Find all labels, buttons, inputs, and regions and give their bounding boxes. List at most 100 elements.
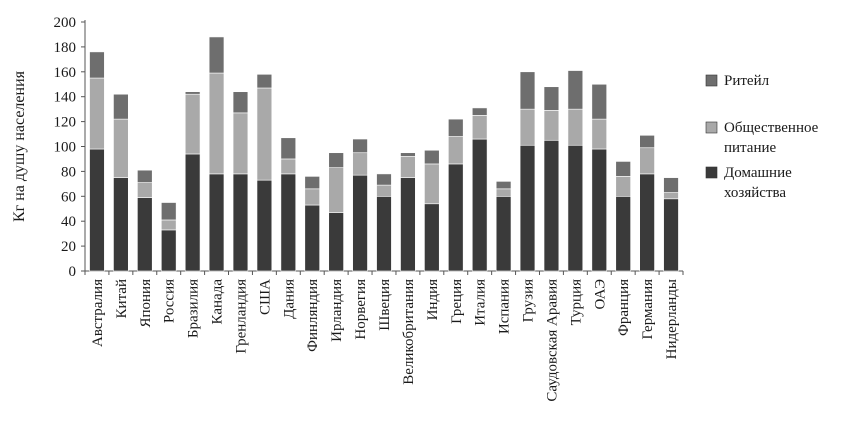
bar-segment <box>519 144 536 272</box>
bar-segment <box>280 158 297 175</box>
bar-segment <box>113 177 129 272</box>
x-category-label: Норвегия <box>353 279 369 340</box>
x-category-label: Великобритания <box>401 279 417 385</box>
bar-segment <box>424 149 440 165</box>
x-category-label: Испания <box>497 279 513 334</box>
bar-segment <box>89 148 105 272</box>
x-category-label: Нидерланды <box>664 279 680 359</box>
bar-segment <box>471 115 488 140</box>
x-category-label: Индия <box>425 279 441 321</box>
bar-segment <box>184 93 201 155</box>
bar-segment <box>543 86 560 111</box>
bar-segment <box>328 212 344 272</box>
x-category-label: Грузия <box>521 279 537 322</box>
bar-segment <box>495 181 512 190</box>
bar-segment <box>567 144 584 272</box>
bar-segment <box>256 179 273 272</box>
bar-segment <box>495 188 512 197</box>
x-category-label: Финляндия <box>305 279 321 352</box>
x-category-label: Гренландия <box>233 279 249 354</box>
bar-segment <box>591 83 607 120</box>
bar-segment <box>615 176 631 197</box>
y-tick-label: 160 <box>54 65 77 81</box>
y-tick-label: 60 <box>61 189 76 205</box>
y-tick-label: 20 <box>61 239 76 255</box>
bar-segment <box>376 173 392 186</box>
bar-segment <box>663 177 679 193</box>
x-category-label: Саудовская Аравия <box>544 279 560 402</box>
x-category-label: Греция <box>449 279 465 324</box>
bar-segment <box>639 173 655 272</box>
bar-segment <box>400 152 416 157</box>
x-category-label: Австралия <box>90 279 106 347</box>
y-axis-ticks: 0 20 40 60 80 100 120 140 160 180 200 <box>54 15 85 280</box>
bar-segment <box>400 156 416 178</box>
x-category-label: Канада <box>210 279 226 325</box>
x-category-label: Япония <box>138 279 154 328</box>
bar-segment <box>639 147 655 175</box>
bar-segment <box>448 163 464 272</box>
bar-segment <box>376 196 392 272</box>
bar-segment <box>567 70 584 110</box>
y-axis-label: Кг на душу населения <box>11 70 28 222</box>
x-category-label: Ирландия <box>329 279 345 342</box>
bar-segment <box>256 73 273 89</box>
legend-label: Домашние хозяйства <box>724 165 792 201</box>
bar-segment <box>663 198 679 272</box>
bar-segment <box>304 188 320 206</box>
bars <box>89 36 679 272</box>
bar-segment <box>137 197 153 272</box>
bar-segment <box>232 112 249 175</box>
bar-segment <box>591 148 607 272</box>
bar-segment <box>304 176 320 190</box>
legend-swatch <box>705 166 718 179</box>
bar-segment <box>113 93 129 120</box>
bar-segment <box>256 87 273 181</box>
bar-segment <box>280 173 297 272</box>
bar-segment <box>280 137 297 160</box>
y-tick-label: 180 <box>54 40 77 56</box>
bar-segment <box>567 108 584 146</box>
x-category-label: Дания <box>281 279 297 319</box>
bar-segment <box>208 36 225 74</box>
bar-segment <box>519 71 536 110</box>
bar-segment <box>400 177 416 272</box>
x-category-label: Бразилия <box>186 279 202 338</box>
bar-segment <box>448 118 464 137</box>
bar-segment <box>663 192 679 200</box>
bar-segment <box>543 139 560 272</box>
x-category-label: Китай <box>114 279 130 318</box>
bar-segment <box>232 173 249 272</box>
x-category-label: Швеция <box>377 279 393 331</box>
x-category-label: США <box>257 279 273 315</box>
x-category-label: Франция <box>616 279 632 336</box>
bar-segment <box>208 72 225 175</box>
x-category-label: Россия <box>162 279 178 323</box>
bar-segment <box>424 203 440 272</box>
y-tick-label: 0 <box>69 264 77 280</box>
bar-segment <box>89 77 105 150</box>
bar-segment <box>89 51 105 79</box>
y-tick-label: 40 <box>61 214 76 230</box>
bar-segment <box>328 167 344 213</box>
bar-segment <box>328 152 344 168</box>
bar-segment <box>543 110 560 141</box>
bar-segment <box>161 229 177 272</box>
x-category-label: Турция <box>568 279 584 325</box>
y-tick-label: 80 <box>61 164 76 180</box>
legend-label: Ритейл <box>724 73 770 89</box>
legend: Ритейл Общественное питание Домашние хозяйст… <box>705 73 819 201</box>
bar-segment <box>184 153 201 272</box>
bar-segment <box>352 174 368 272</box>
bar-segment <box>208 173 225 272</box>
bar-segment <box>376 184 392 197</box>
bar-segment <box>519 108 536 146</box>
bar-segment <box>471 138 488 272</box>
bar-segment <box>304 204 320 272</box>
bar-segment <box>352 138 368 154</box>
legend-label: Общественное питание <box>724 120 819 156</box>
y-axis-label-group: Кг на душу населения <box>11 70 28 222</box>
bar-segment <box>424 163 440 205</box>
x-category-label: Германия <box>640 279 656 340</box>
